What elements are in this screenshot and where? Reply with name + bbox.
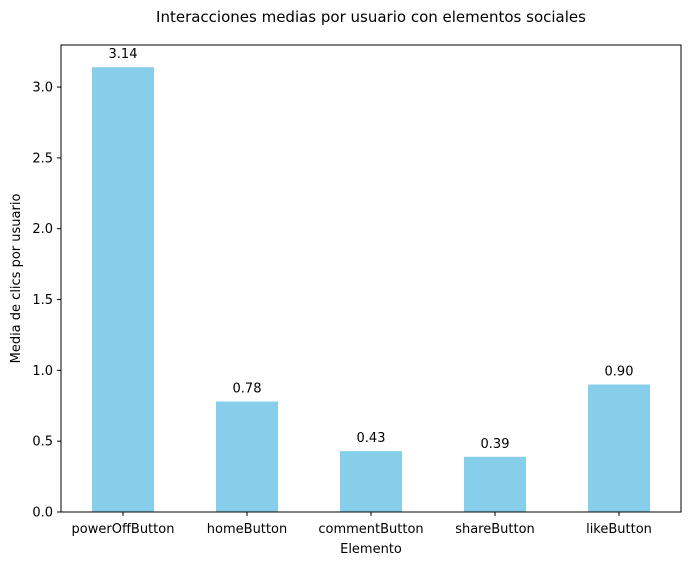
x-axis-label: Elemento: [340, 542, 402, 557]
plot-frame: [60, 44, 682, 513]
bar-value-label: 0.78: [233, 382, 262, 397]
x-tick-label: shareButton: [455, 522, 535, 537]
bar-value-label: 0.43: [357, 431, 386, 446]
x-axis-ticks: powerOffButton homeButton commentButton sha…: [72, 512, 652, 537]
y-tick-label: 3.0: [32, 81, 53, 96]
y-tick-label: 0.5: [32, 435, 53, 450]
y-tick-label: 0.0: [32, 506, 53, 521]
bar-likeButton: [588, 384, 650, 512]
bar-homeButton: [216, 401, 278, 512]
bar-powerOffButton: [92, 67, 154, 512]
bar-series: [92, 67, 650, 512]
y-tick-label: 1.5: [32, 293, 53, 308]
y-axis-label: Media de clics por usuario: [9, 194, 24, 364]
y-tick-label: 2.5: [32, 151, 53, 166]
x-tick-label: homeButton: [207, 522, 287, 537]
bar-value-label: 0.90: [605, 365, 634, 380]
y-tick-label: 1.0: [32, 364, 53, 379]
y-axis-ticks: 0.0 0.5 1.0 1.5 2.0 2.5 3.0: [32, 81, 61, 521]
x-tick-label: likeButton: [586, 522, 652, 537]
bar-value-labels: 3.14 0.78 0.43 0.39 0.90: [109, 47, 634, 452]
x-tick-label: commentButton: [318, 522, 423, 537]
bar-commentButton: [340, 451, 402, 512]
x-tick-label: powerOffButton: [72, 522, 175, 537]
bar-value-label: 0.39: [481, 437, 510, 452]
bar-value-label: 3.14: [109, 47, 138, 62]
bar-shareButton: [464, 456, 526, 512]
chart-title: Interacciones medias por usuario con ele…: [156, 8, 586, 26]
y-tick-label: 2.0: [32, 222, 53, 237]
